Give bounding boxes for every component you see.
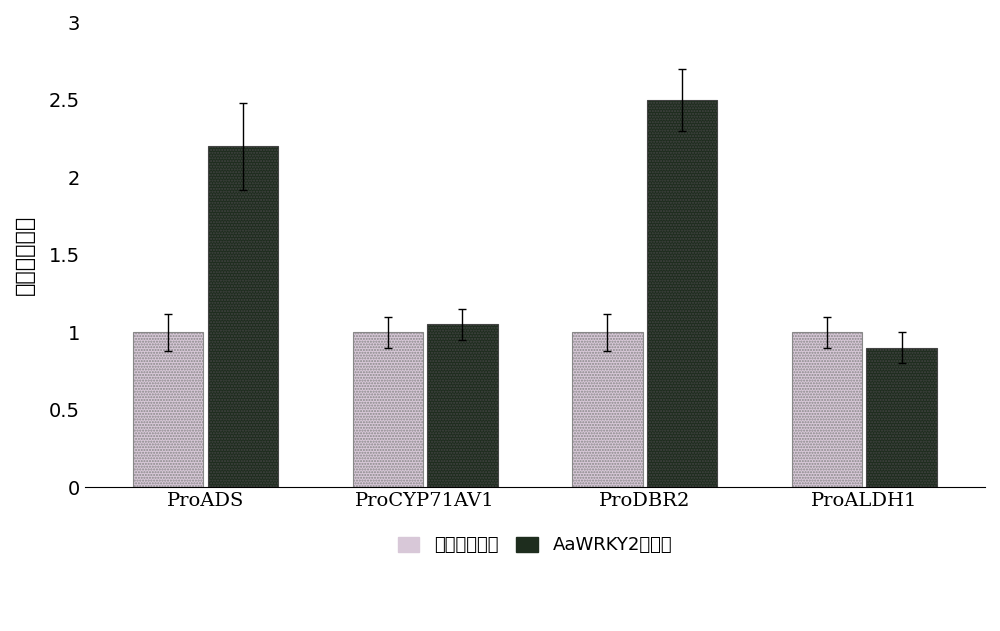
Bar bbox=[866, 348, 937, 487]
Bar bbox=[427, 324, 498, 487]
Bar bbox=[133, 333, 203, 487]
Bar bbox=[208, 146, 278, 487]
Bar bbox=[572, 333, 643, 487]
Bar bbox=[647, 100, 717, 487]
Bar bbox=[353, 333, 423, 487]
Bar bbox=[792, 333, 862, 487]
Y-axis label: 相对荧光强度: 相对荧光强度 bbox=[15, 215, 35, 295]
Legend: 空载体对照组, AaWRKY2实验组: 空载体对照组, AaWRKY2实验组 bbox=[391, 529, 679, 562]
